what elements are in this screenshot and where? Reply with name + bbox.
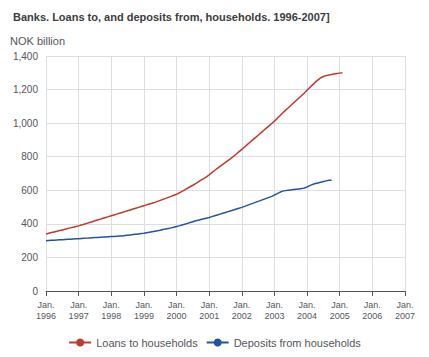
svg-text:0: 0: [32, 286, 38, 297]
svg-text:1,400: 1,400: [13, 51, 38, 62]
svg-text:1,000: 1,000: [13, 118, 38, 129]
svg-text:2004: 2004: [297, 311, 317, 321]
svg-text:Jan.: Jan.: [103, 300, 120, 310]
svg-text:Banks. Loans to, and deposits: Banks. Loans to, and deposits from, hous…: [13, 11, 330, 23]
svg-text:1999: 1999: [134, 311, 154, 321]
svg-text:2007: 2007: [395, 311, 415, 321]
svg-text:800: 800: [21, 151, 38, 162]
svg-text:Jan.: Jan.: [396, 300, 413, 310]
svg-text:Jan.: Jan.: [70, 300, 87, 310]
svg-text:200: 200: [21, 252, 38, 263]
svg-text:Loans to households: Loans to households: [96, 337, 198, 349]
svg-text:Jan.: Jan.: [266, 300, 283, 310]
svg-text:Jan.: Jan.: [331, 300, 348, 310]
svg-text:1997: 1997: [69, 311, 89, 321]
svg-text:400: 400: [21, 218, 38, 229]
svg-text:2006: 2006: [362, 311, 382, 321]
svg-text:1,200: 1,200: [13, 84, 38, 95]
svg-text:Jan.: Jan.: [168, 300, 185, 310]
svg-text:2005: 2005: [330, 311, 350, 321]
svg-text:2002: 2002: [232, 311, 252, 321]
svg-text:Jan.: Jan.: [364, 300, 381, 310]
svg-text:NOK billion: NOK billion: [10, 35, 65, 47]
svg-text:Jan.: Jan.: [201, 300, 218, 310]
svg-text:1996: 1996: [36, 311, 56, 321]
svg-text:2001: 2001: [199, 311, 219, 321]
svg-text:1998: 1998: [101, 311, 121, 321]
svg-text:Jan.: Jan.: [233, 300, 250, 310]
svg-text:600: 600: [21, 185, 38, 196]
svg-text:Deposits from households: Deposits from households: [234, 337, 362, 349]
svg-text:Jan.: Jan.: [37, 300, 54, 310]
svg-text:Jan.: Jan.: [135, 300, 152, 310]
svg-text:Jan.: Jan.: [299, 300, 316, 310]
svg-text:2000: 2000: [167, 311, 187, 321]
svg-text:2003: 2003: [264, 311, 284, 321]
